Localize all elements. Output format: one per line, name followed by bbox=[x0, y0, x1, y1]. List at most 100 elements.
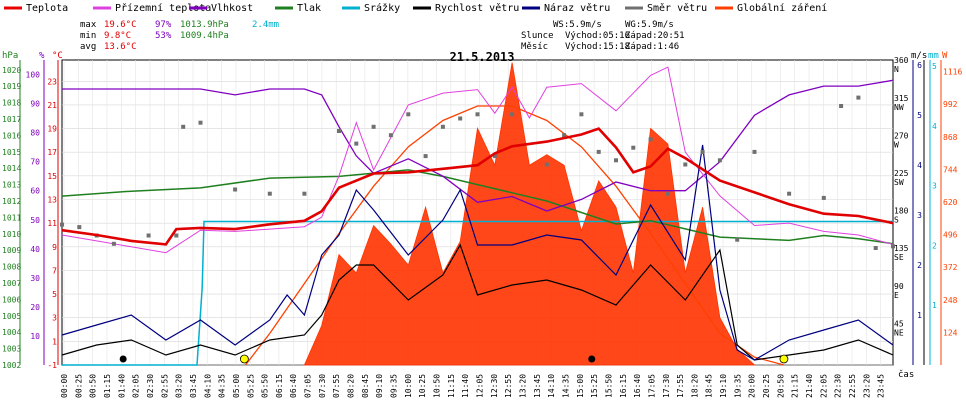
x-tick-13: 05:25 bbox=[246, 374, 255, 398]
wind-direction-point-9 bbox=[267, 191, 272, 196]
x-tick-28: 11:40 bbox=[461, 374, 470, 398]
x-tick-35: 14:35 bbox=[562, 374, 571, 398]
wind-direction-point-28 bbox=[648, 137, 653, 142]
humidity-tick-80: 80 bbox=[30, 129, 40, 138]
hpa-tick-1003: 1003 bbox=[2, 345, 21, 354]
x-tick-50: 20:50 bbox=[776, 374, 785, 398]
dir-tick-360: 360 bbox=[894, 56, 909, 65]
wm2-tick-248: 248 bbox=[943, 296, 958, 305]
series-global-radiation bbox=[303, 62, 756, 366]
humidity-tick-20: 20 bbox=[30, 303, 40, 312]
dir-tick-90: 90 bbox=[894, 282, 904, 291]
humidity-tick-70: 70 bbox=[30, 158, 40, 167]
x-tick-15: 06:15 bbox=[275, 374, 284, 398]
series-rain bbox=[62, 220, 893, 366]
plot-area bbox=[60, 62, 895, 366]
x-tick-55: 22:55 bbox=[848, 374, 857, 398]
avg-temp: 13.6°C bbox=[104, 42, 137, 52]
x-tick-14: 05:50 bbox=[261, 374, 270, 398]
wm2-axis-label: W bbox=[942, 51, 948, 61]
temp-tick-19: 19 bbox=[47, 125, 57, 134]
x-tick-17: 07:05 bbox=[304, 374, 313, 398]
wind-direction-point-19 bbox=[475, 112, 480, 117]
series-ground-temperature bbox=[61, 66, 894, 254]
hpa-tick-1012: 1012 bbox=[2, 197, 21, 206]
x-tick-32: 13:20 bbox=[519, 374, 528, 398]
wind-direction-point-4 bbox=[146, 233, 151, 238]
wind-direction-point-6 bbox=[181, 124, 186, 129]
ms-tick-5: 5 bbox=[917, 111, 922, 120]
hpa-tick-1020: 1020 bbox=[2, 66, 21, 75]
wind-direction-point-38 bbox=[856, 95, 861, 100]
dir-letter-S: S bbox=[894, 216, 899, 225]
hpa-tick-1006: 1006 bbox=[2, 295, 21, 304]
x-tick-6: 02:30 bbox=[146, 374, 155, 398]
wind-gust-max: WG:5.9m/s bbox=[625, 20, 674, 30]
temp-tick-21: 21 bbox=[47, 101, 57, 110]
hpa-tick-1019: 1019 bbox=[2, 82, 21, 91]
temp-tick-13: 13 bbox=[47, 195, 57, 204]
x-tick-39: 16:15 bbox=[619, 374, 628, 398]
dir-letter-SE: SE bbox=[894, 253, 904, 262]
x-tick-30: 12:30 bbox=[490, 374, 499, 398]
wind-direction-point-27 bbox=[631, 145, 636, 150]
wind-direction-point-5 bbox=[174, 233, 179, 238]
hpa-tick-1010: 1010 bbox=[2, 230, 21, 239]
ms-tick-6: 6 bbox=[917, 61, 922, 70]
x-tick-48: 20:00 bbox=[748, 374, 757, 398]
series-humidity bbox=[62, 79, 894, 212]
wind-direction-point-24 bbox=[579, 112, 584, 117]
hpa-tick-1007: 1007 bbox=[2, 279, 21, 288]
wind-direction-point-33 bbox=[735, 237, 740, 242]
wm2-tick-496: 496 bbox=[943, 231, 958, 240]
wm2-tick-992: 992 bbox=[943, 100, 958, 109]
wind-direction-point-30 bbox=[683, 162, 688, 167]
wind-direction-point-37 bbox=[839, 104, 844, 108]
x-tick-27: 11:15 bbox=[447, 374, 456, 398]
min-temp: 9.8°C bbox=[104, 31, 131, 41]
x-tick-51: 21:15 bbox=[791, 374, 800, 398]
series-clear-sky-radiation bbox=[244, 105, 785, 366]
wind-direction-point-13 bbox=[371, 124, 376, 129]
x-tick-53: 22:05 bbox=[819, 374, 828, 398]
dir-tick-315: 315 bbox=[894, 94, 909, 103]
wind-direction-point-0 bbox=[60, 222, 64, 227]
x-tick-11: 04:35 bbox=[218, 374, 227, 398]
legend-label-7: Náraz větru bbox=[544, 2, 610, 14]
x-tick-9: 03:45 bbox=[189, 374, 198, 398]
hpa-axis-label: hPa bbox=[2, 51, 18, 61]
temp-tick-5: 5 bbox=[52, 290, 57, 299]
wm2-tick-868: 868 bbox=[943, 133, 958, 142]
mm-tick-1: 1 bbox=[932, 301, 937, 310]
legend-label-2: Přízemní teplota bbox=[115, 2, 211, 14]
x-tick-43: 17:55 bbox=[676, 374, 685, 398]
humidity-tick-100: 100 bbox=[26, 71, 41, 80]
ms-tick-3: 3 bbox=[917, 211, 922, 220]
dir-tick-180: 180 bbox=[894, 207, 909, 216]
hpa-tick-1017: 1017 bbox=[2, 115, 21, 124]
x-tick-52: 21:40 bbox=[805, 374, 814, 398]
x-tick-7: 02:55 bbox=[160, 374, 169, 398]
dir-tick-45: 45 bbox=[894, 319, 904, 328]
wind-direction-point-22 bbox=[544, 162, 549, 167]
moonrise: Východ:15:18 bbox=[565, 42, 630, 52]
x-tick-1: 00:25 bbox=[74, 374, 83, 398]
dir-tick-225: 225 bbox=[894, 169, 909, 178]
wind-direction-point-12 bbox=[354, 141, 359, 146]
x-tick-29: 12:05 bbox=[476, 374, 485, 398]
wind-direction-point-7 bbox=[198, 120, 203, 125]
dir-letter-N: N bbox=[894, 65, 899, 74]
temp-tick-1: 1 bbox=[52, 337, 57, 346]
avg-label: avg bbox=[80, 42, 96, 52]
hpa-tick-1011: 1011 bbox=[2, 213, 21, 222]
x-tick-26: 10:50 bbox=[433, 374, 442, 398]
x-tick-23: 09:35 bbox=[390, 374, 399, 398]
wind-direction-point-14 bbox=[388, 133, 393, 138]
wind-direction-point-1 bbox=[77, 225, 82, 230]
max-label: max bbox=[80, 20, 97, 30]
legend-label-6: Rychlost větru bbox=[435, 2, 519, 14]
wind-direction-point-23 bbox=[562, 133, 567, 138]
dir-letter-E: E bbox=[894, 291, 899, 300]
temp-tick-15: 15 bbox=[47, 172, 57, 181]
